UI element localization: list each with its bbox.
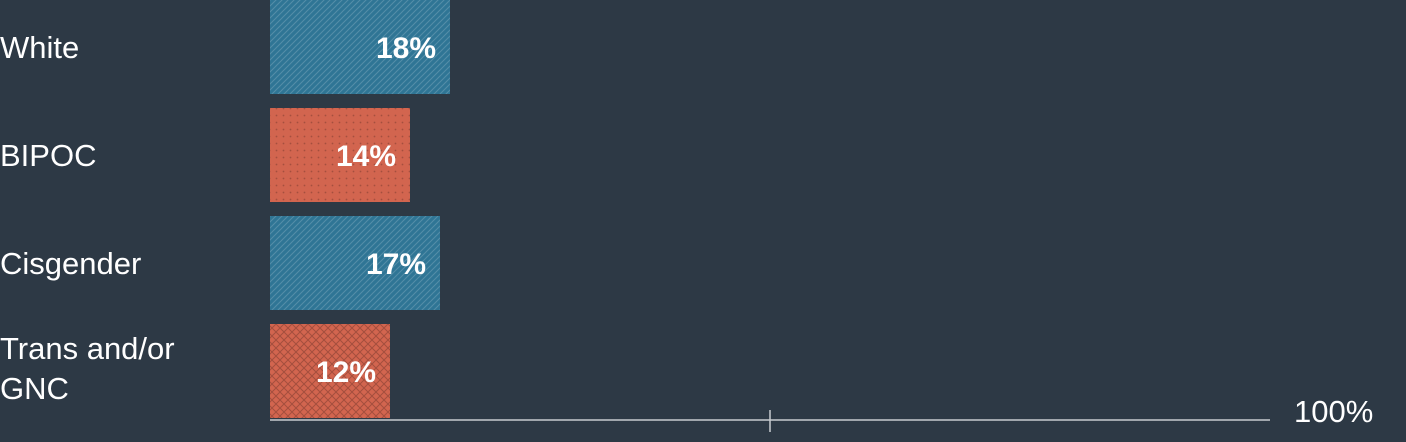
category-label-line: BIPOC (0, 138, 96, 173)
data-label: 17% (366, 248, 426, 281)
category-label: Trans and/or GNC (0, 331, 175, 406)
bars-layer (270, 0, 450, 418)
x-axis-end-label: 100% (1294, 394, 1373, 429)
category-label-line: White (0, 30, 79, 65)
category-label: Cisgender (0, 246, 141, 281)
category-label: White (0, 30, 79, 65)
category-label-line: GNC (0, 371, 69, 406)
labels-layer: 18% White 14% BIPOC 17% Cisgender 12% Trans and… (0, 30, 436, 406)
category-label-line: Trans and/or (0, 331, 175, 366)
bar-texture (270, 216, 440, 310)
category-label: BIPOC (0, 138, 96, 173)
data-label: 14% (336, 140, 396, 173)
data-label: 12% (316, 356, 376, 389)
category-label-line: Cisgender (0, 246, 141, 281)
x-axis: 100% (270, 394, 1373, 432)
data-label: 18% (376, 32, 436, 65)
bar-texture (270, 0, 450, 94)
bar-texture (270, 324, 390, 418)
bar-texture (270, 108, 410, 202)
